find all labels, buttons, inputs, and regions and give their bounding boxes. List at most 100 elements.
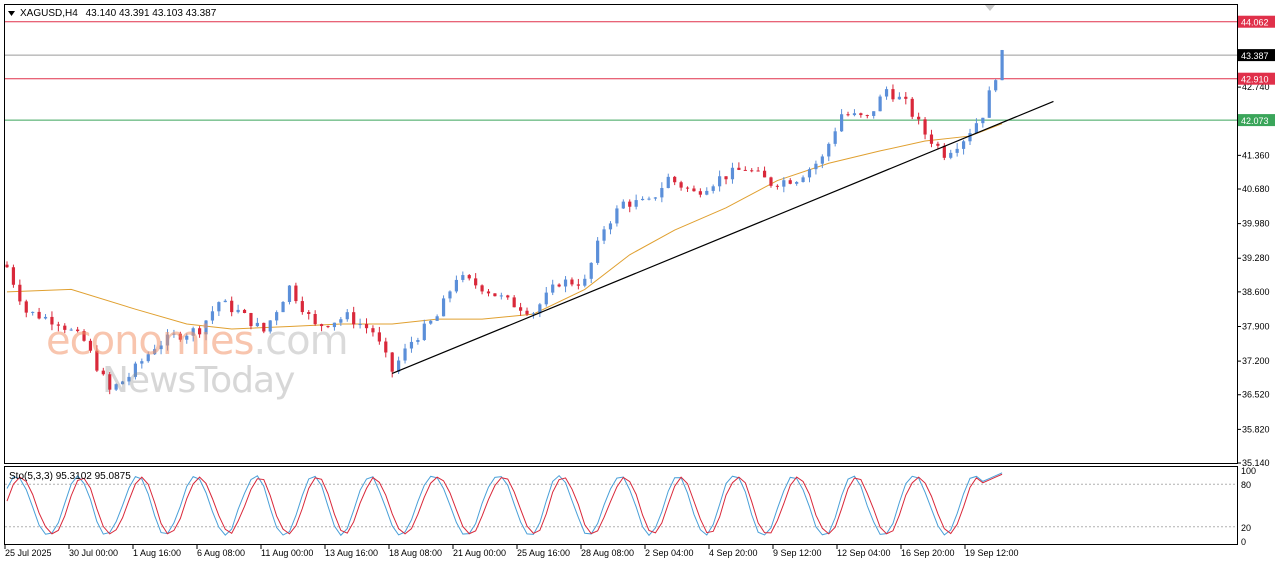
candle-body — [910, 98, 914, 117]
candle-body — [730, 167, 735, 180]
candle-body — [474, 278, 478, 286]
candle-body — [557, 284, 561, 287]
candle-body — [191, 328, 195, 336]
candle-body — [994, 80, 998, 91]
candle-body — [307, 312, 311, 314]
candle-body — [750, 170, 754, 172]
candle-body — [422, 323, 426, 341]
candle-body — [441, 298, 446, 317]
candle-body — [146, 354, 150, 362]
candle-body — [165, 334, 170, 346]
candle-body — [371, 328, 375, 333]
price-level-label: 42.910 — [1241, 75, 1269, 85]
stochastic-label: Sto(5,3,3) 95.3102 95.0875 — [9, 471, 131, 482]
time-axis-label: 9 Sep 12:00 — [773, 548, 822, 558]
candle-body — [936, 143, 940, 146]
candle-body — [679, 182, 683, 188]
candle-body — [711, 186, 715, 191]
price-axis-label: 39.980 — [1242, 219, 1270, 229]
candle-body — [358, 324, 362, 326]
candle-body — [249, 313, 253, 327]
stochastic-main-line — [6, 472, 1003, 537]
candle-body — [43, 316, 48, 319]
candle-body — [949, 152, 953, 158]
candle-body — [56, 324, 60, 326]
price-axis-label: 35.820 — [1242, 424, 1270, 434]
candle-body — [846, 114, 850, 116]
price-axis-label: 37.900 — [1242, 321, 1270, 331]
candle-body — [596, 240, 600, 263]
candle-body — [37, 311, 41, 319]
time-axis-label: 16 Sep 20:00 — [901, 548, 955, 558]
candle-body — [647, 198, 651, 200]
time-axis-label: 13 Aug 16:00 — [325, 548, 378, 558]
candle-body — [339, 319, 343, 323]
candle-body — [955, 148, 959, 153]
time-axis-label: 6 Aug 08:00 — [197, 548, 245, 558]
candle-body — [929, 134, 934, 144]
candle-body — [743, 169, 747, 171]
candle-body — [570, 279, 574, 285]
candle-body — [268, 320, 272, 332]
price-level-label: 44.062 — [1241, 18, 1269, 28]
candle-body — [416, 340, 420, 342]
candle-body — [448, 291, 452, 299]
candle-body — [737, 167, 741, 170]
candle-body — [878, 96, 882, 112]
candle-body — [294, 285, 298, 302]
candle-body — [640, 198, 645, 201]
price-axis-label: 38.600 — [1242, 287, 1270, 297]
candle-body — [262, 322, 266, 332]
chart-shift-marker[interactable] — [985, 5, 995, 11]
candle-body — [917, 116, 921, 120]
candle-body — [807, 169, 812, 178]
price-level-label: 42.073 — [1241, 116, 1269, 126]
candle-body — [692, 188, 696, 192]
candle-body — [435, 316, 439, 321]
symbol-menu-icon[interactable] — [8, 11, 15, 16]
candle-body — [101, 370, 105, 375]
support-trendline — [391, 100, 1054, 375]
candle-body — [576, 284, 580, 286]
candle-body — [602, 229, 606, 241]
price-axis-label: 37.200 — [1242, 356, 1270, 366]
candle-body — [589, 262, 593, 279]
candle-body — [5, 264, 9, 268]
candle-body — [345, 312, 349, 320]
candle-body — [480, 285, 484, 292]
candle-body — [833, 131, 837, 144]
time-axis-label: 11 Aug 00:00 — [261, 548, 313, 558]
candle-body — [981, 117, 985, 124]
time-axis-label: 28 Aug 08:00 — [581, 548, 634, 558]
candle-body — [486, 291, 491, 294]
candle-body — [403, 348, 407, 361]
stochastic-axis-label: 80 — [1241, 480, 1251, 490]
candle-body — [114, 384, 118, 390]
candle-body — [519, 307, 523, 311]
candle-body — [634, 200, 638, 207]
candle-body — [319, 324, 324, 327]
candle-body — [782, 180, 786, 187]
candle-body — [1000, 50, 1004, 81]
candle-body — [525, 310, 529, 315]
candle-body — [24, 301, 28, 313]
time-axis-label: 25 Aug 16:00 — [517, 548, 570, 558]
candle-body — [583, 278, 587, 286]
candle-body — [762, 170, 767, 178]
candle-body — [968, 133, 972, 142]
stochastic-axis-label: 20 — [1241, 523, 1251, 533]
candle-body — [852, 113, 857, 116]
candle-body — [801, 177, 805, 182]
candle-body — [461, 275, 465, 280]
candle-body — [544, 292, 548, 305]
candle-body — [300, 301, 304, 313]
candle-body — [133, 363, 137, 377]
candle-body — [621, 201, 625, 209]
candle-body — [795, 181, 799, 184]
candle-body — [236, 309, 240, 313]
candle-body — [178, 333, 182, 340]
candle-body — [859, 113, 863, 116]
price-level-badge — [1238, 15, 1275, 28]
candle-body — [275, 312, 279, 321]
